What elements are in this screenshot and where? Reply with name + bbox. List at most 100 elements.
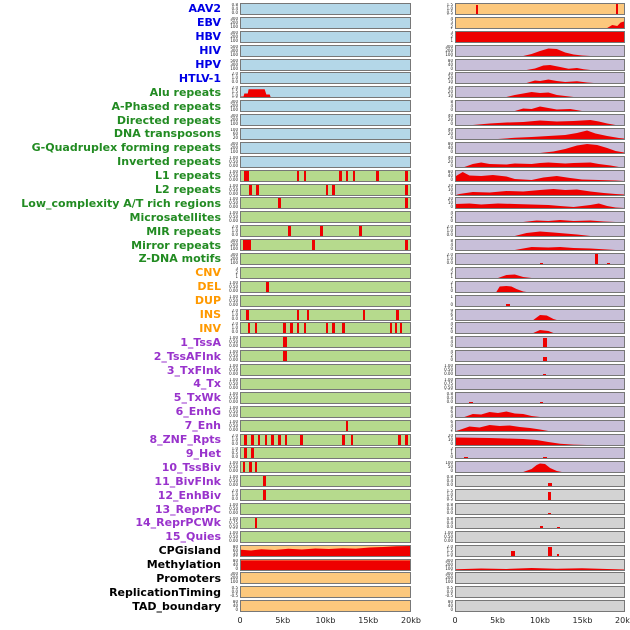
y-axis-ticks: 500 300 100 <box>224 59 240 71</box>
y-tick-label: 200 <box>230 144 238 150</box>
signal-bar <box>345 420 349 431</box>
track-row: 4_Tx1.000.500.001.000.750.500.250.00 <box>0 377 630 391</box>
track-plot <box>240 308 411 321</box>
y-tick-label: 0 <box>450 329 453 335</box>
track-plot <box>240 2 411 15</box>
y-tick-label: 500 <box>230 44 238 49</box>
row-label: Inverted repeats <box>117 155 221 169</box>
track-row: CPGisland80604020 2.01.51.00.50.0 <box>0 544 630 558</box>
y-tick-label: 1.00 <box>229 155 238 160</box>
y-tick-label: 2.0 <box>446 252 453 257</box>
track-plot <box>455 44 625 57</box>
y-axis-ticks: 80 40 0 <box>224 559 240 571</box>
track-plot <box>455 114 625 127</box>
y-axis-ticks: 1.00 0.50 0.00 <box>224 281 240 293</box>
y-tick-label: 1.00 <box>229 280 238 285</box>
signal-bar <box>556 526 561 528</box>
y-tick-label: 100 <box>230 121 238 127</box>
y-axis-ticks: 1.00 0.50 0.00 <box>224 531 240 543</box>
y-tick-label: 0 <box>450 121 453 127</box>
y-tick-label: 0.50 <box>229 158 238 164</box>
track-row: Microsatellites 1.00 0.50 0.00 4 2 0 <box>0 210 630 224</box>
y-axis-ticks: 0.8 0.4 0.0 <box>411 503 455 515</box>
signal-bar <box>359 226 362 237</box>
signal-bar <box>283 351 288 362</box>
y-tick-label: 20 <box>232 134 238 140</box>
y-tick-label: 0 <box>450 134 453 140</box>
y-tick-label: 0.50 <box>229 422 238 428</box>
track-row: EBV3002001004321 <box>0 16 630 30</box>
y-axis-ticks: 1.00 0.50 0.00 <box>224 197 240 209</box>
y-tick-label: 0.50 <box>444 367 453 373</box>
x-tick-label: 0 <box>452 616 458 626</box>
y-axis-ticks: 1.000.750.500.250.00 <box>224 517 240 529</box>
y-tick-label: 0.50 <box>229 478 238 484</box>
track-plot <box>240 322 411 335</box>
y-tick-label: 3 <box>450 266 453 271</box>
y-tick-label: 10 <box>447 93 453 99</box>
y-tick-label: 0 <box>450 343 453 349</box>
signal-bar <box>266 281 269 292</box>
y-tick-label: 0.50 <box>229 214 238 220</box>
y-tick-label: 1.5 <box>446 2 453 7</box>
track-plot <box>240 280 411 293</box>
track-plot <box>240 364 411 377</box>
y-tick-label: 0.5 <box>231 586 238 591</box>
row-label: Methylation <box>146 558 221 572</box>
y-tick-label: 0 <box>450 440 453 446</box>
y-tick-label: 40 <box>447 127 453 132</box>
row-label: G-Quadruplex forming repeats <box>31 141 221 155</box>
y-tick-label: 200 <box>230 33 238 39</box>
y-tick-label: 1.00 <box>229 336 238 341</box>
y-tick-label: 60 <box>232 130 238 136</box>
y-tick-label: 1 <box>235 273 238 279</box>
y-tick-label: 0.8 <box>446 503 453 507</box>
y-axis-ticks: 3020100 <box>411 86 455 98</box>
signal-bar <box>254 323 258 334</box>
track-plot <box>240 197 411 210</box>
y-tick-label: 80 <box>232 600 238 605</box>
signal-area <box>456 285 624 292</box>
y-tick-label: 8 <box>450 336 453 341</box>
track-row: L1 repeats 1.00 0.50 0.00 80 40 0 <box>0 169 630 183</box>
y-tick-label: 0.50 <box>444 533 453 539</box>
y-axis-ticks: 500 300 100 <box>224 45 240 57</box>
y-axis-ticks: 80 40 0 <box>411 600 455 612</box>
y-tick-label: 40 <box>232 561 238 567</box>
y-tick-label: 0.50 <box>229 172 238 178</box>
y-tick-label: 3 <box>450 315 453 321</box>
y-tick-label: 1.00 <box>229 294 238 299</box>
y-tick-label: 1.00 <box>444 530 453 535</box>
track-plot <box>455 544 625 557</box>
signal-bar <box>607 262 610 264</box>
y-tick-label: 0.00 <box>229 398 238 404</box>
track-plot <box>455 336 625 349</box>
y-tick-label: 1.0 <box>446 551 453 557</box>
y-tick-label: 0.0 <box>231 79 238 85</box>
y-axis-ticks: 1.00 0.50 0.00 <box>224 406 240 418</box>
row-label: Directed repeats <box>116 113 221 127</box>
track-plot <box>455 127 625 140</box>
y-tick-label: 0 <box>450 190 453 196</box>
y-axis-ticks: 300 200 100 <box>224 239 240 251</box>
y-tick-label: 0 <box>450 287 453 293</box>
y-tick-label: 0 <box>450 218 453 224</box>
row-label: Alu repeats <box>149 85 221 99</box>
y-tick-label: 8 <box>450 239 453 244</box>
track-row: TAD_boundary 80 40 0 80 40 0 <box>0 599 630 613</box>
signal-bar <box>288 226 291 237</box>
y-tick-label: 50 <box>447 464 453 470</box>
track-plot <box>455 350 625 363</box>
y-tick-label: 0 <box>235 607 238 613</box>
signal-bar <box>271 434 274 445</box>
y-tick-label: 1.00 <box>229 516 238 521</box>
y-tick-label: 1.0 <box>231 75 238 81</box>
y-tick-label: 1.00 <box>444 364 453 369</box>
y-axis-ticks: 1.00 0.50 0.00 <box>224 364 240 376</box>
y-axis-ticks: 20 10 0 <box>411 184 455 196</box>
